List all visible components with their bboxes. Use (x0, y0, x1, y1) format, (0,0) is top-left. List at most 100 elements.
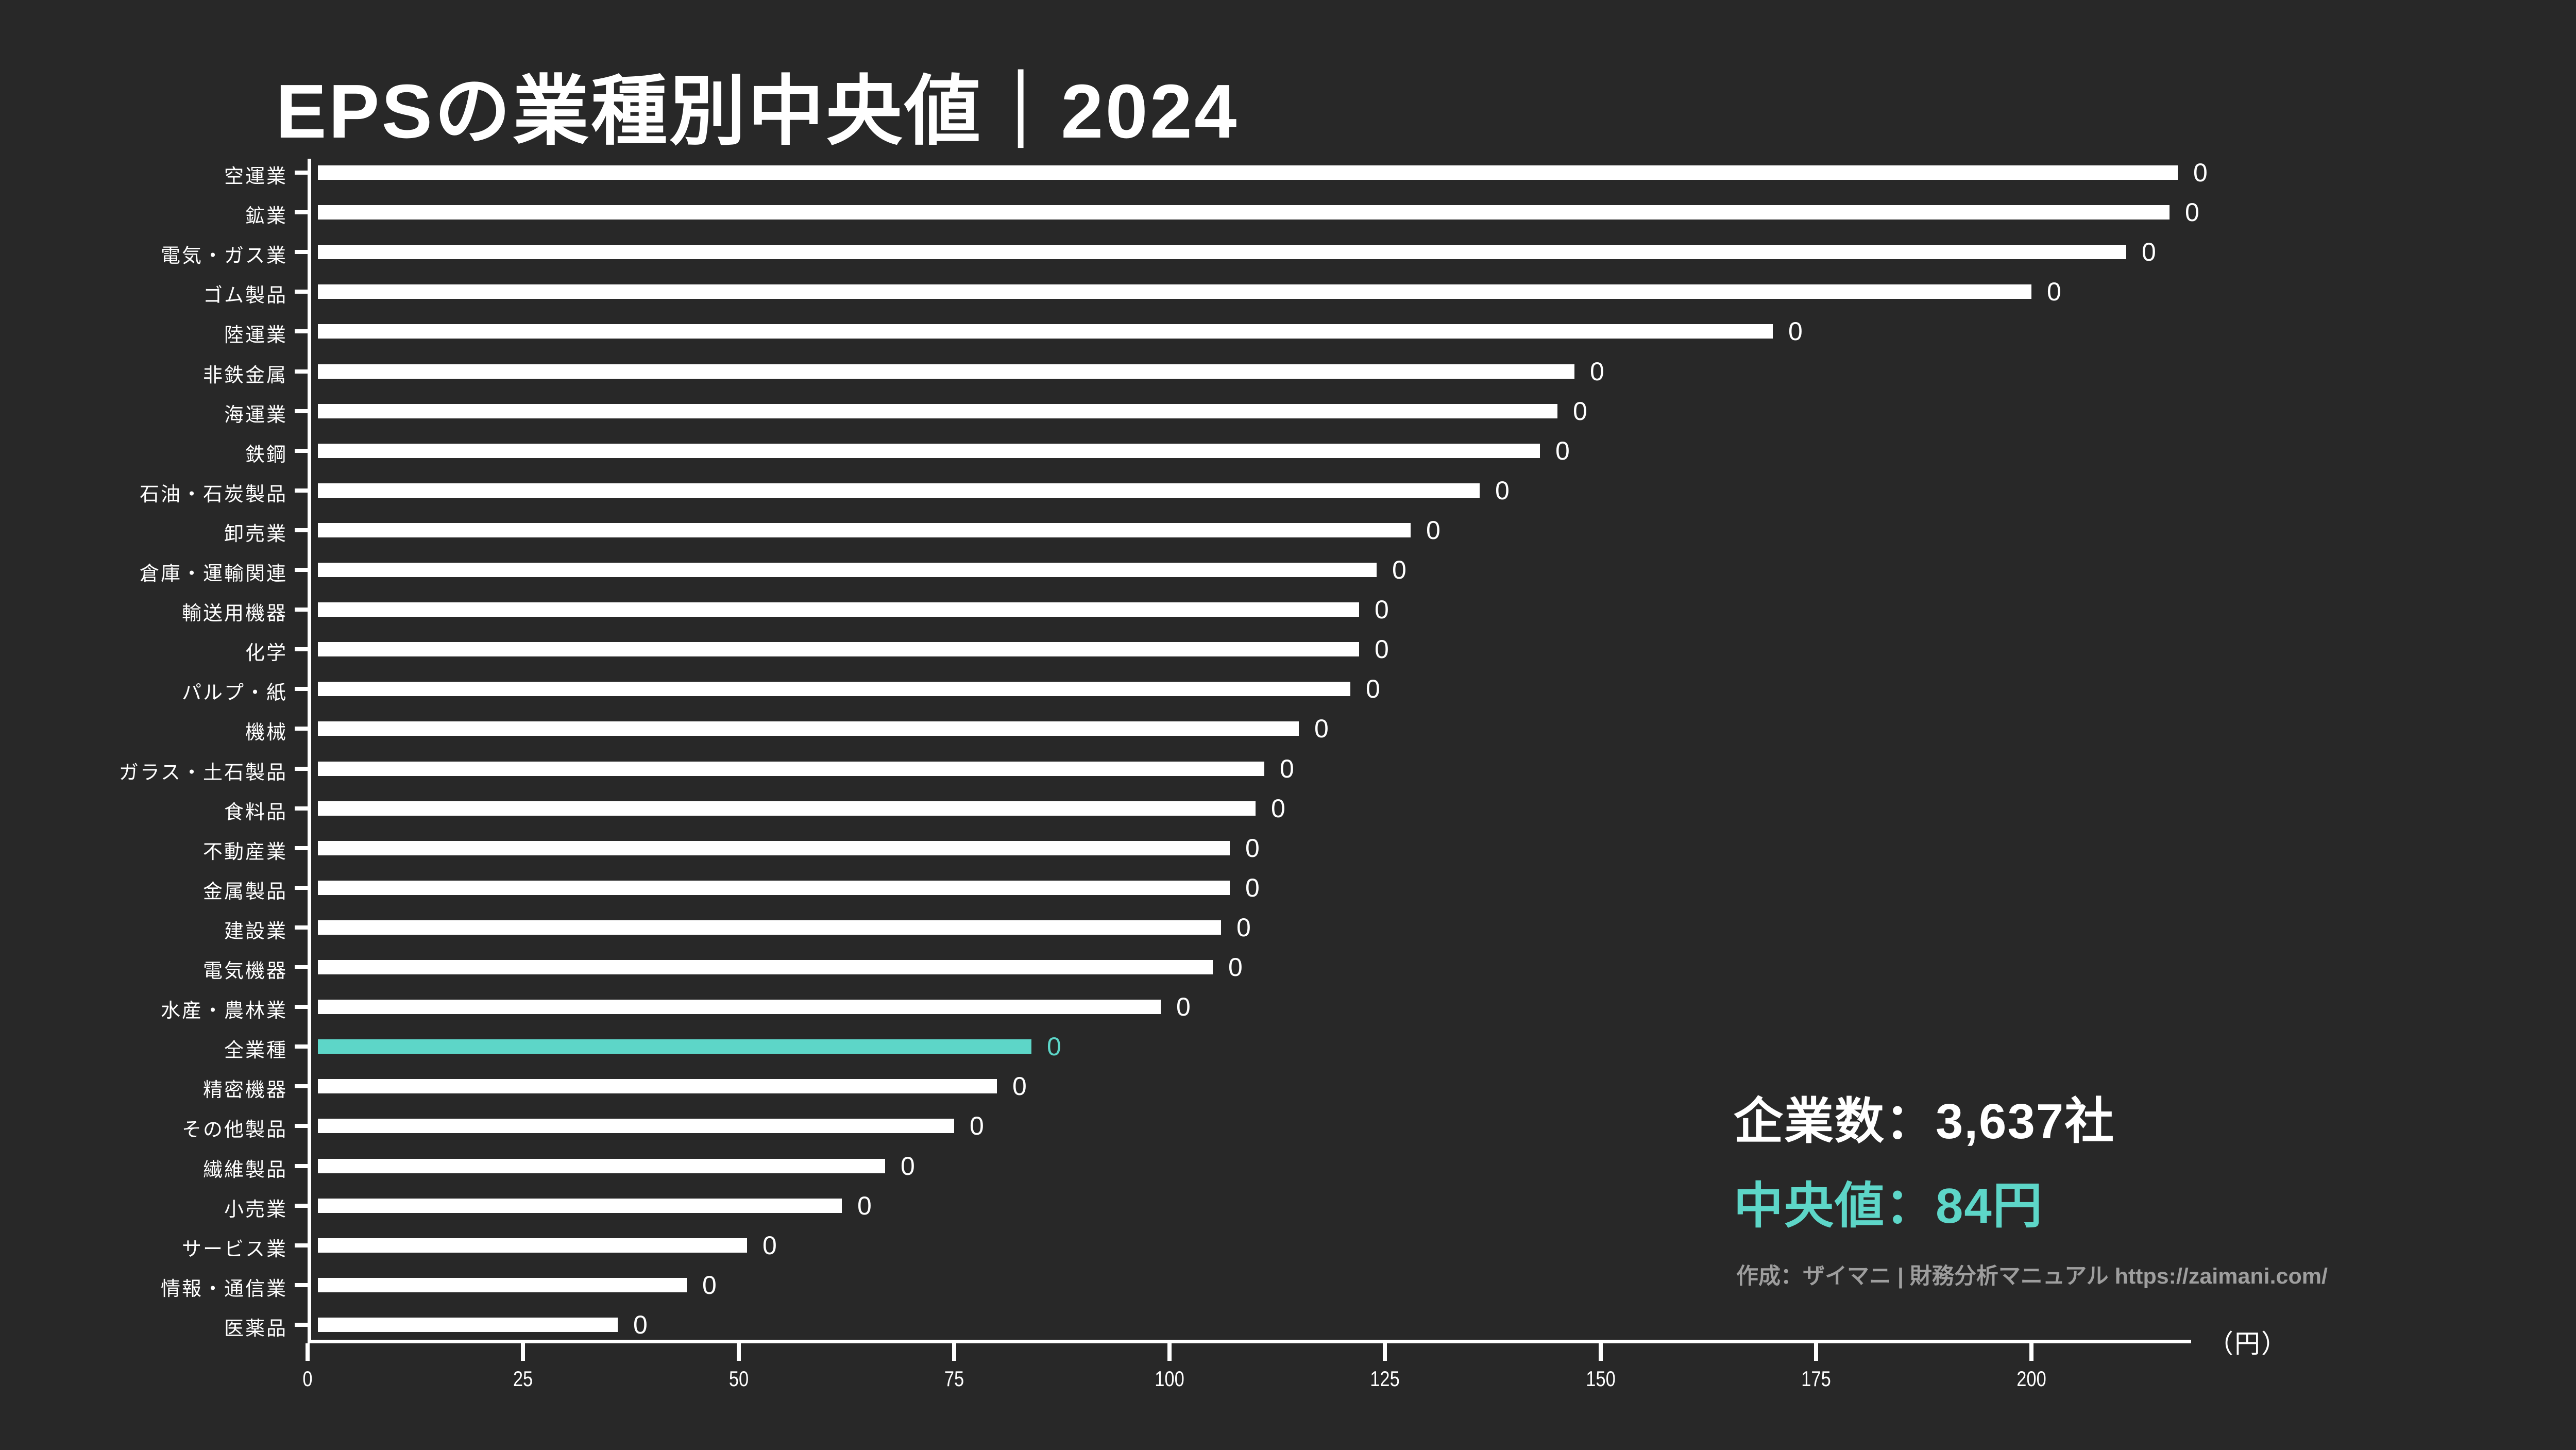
y-axis-tick (295, 806, 308, 811)
y-axis-tick (295, 290, 308, 294)
bar-value-label: 0 (901, 1151, 915, 1181)
x-axis-tick-label: 150 (1585, 1367, 1616, 1391)
bar-value-label: 0 (762, 1230, 777, 1260)
y-axis-tick (295, 925, 308, 930)
bar (318, 1079, 997, 1094)
bar (318, 324, 1773, 339)
bar-value-label: 0 (1366, 675, 1380, 704)
bar-value-label: 0 (1314, 714, 1329, 744)
category-label: 輸送用機器 (181, 603, 287, 625)
bar-value-label: 0 (1047, 1032, 1061, 1061)
category-label: 鉱業 (245, 206, 287, 228)
y-axis-tick (295, 1124, 308, 1128)
category-label: その他製品 (181, 1119, 287, 1141)
bar (318, 563, 1377, 577)
bar (318, 840, 1230, 855)
bar-value-label: 0 (1590, 357, 1604, 386)
category-label: 金属製品 (202, 881, 287, 903)
category-label: 全業種 (224, 1040, 287, 1062)
y-axis-tick (295, 608, 308, 612)
x-axis-tick-label: 75 (944, 1367, 964, 1391)
bar-value-label: 0 (1228, 953, 1243, 982)
y-axis-tick (295, 250, 308, 255)
bar (318, 642, 1359, 657)
bar (318, 602, 1359, 617)
x-axis-tick-label: 50 (728, 1367, 749, 1391)
bar (318, 1198, 842, 1213)
bar-value-label: 0 (702, 1270, 717, 1300)
category-label: 化学 (245, 643, 287, 665)
category-label: 機械 (245, 722, 287, 744)
bar (318, 403, 1557, 418)
category-label: 不動産業 (202, 841, 287, 863)
y-axis-tick (295, 846, 308, 850)
category-label: 水産・農林業 (160, 1000, 287, 1022)
bar-value-label: 0 (1392, 555, 1406, 584)
y-axis-tick (295, 1243, 308, 1247)
x-axis-tick (1383, 1343, 1387, 1361)
x-axis-tick-label: 100 (1155, 1367, 1184, 1391)
bar (318, 443, 1540, 458)
bar-value-label: 0 (1176, 992, 1191, 1022)
y-axis-tick (295, 488, 308, 493)
category-label: 繊維製品 (202, 1159, 287, 1181)
category-label: 海運業 (224, 404, 287, 426)
x-axis-tick (1814, 1343, 1818, 1361)
category-label: ガラス・土石製品 (118, 762, 287, 784)
bar (318, 880, 1230, 895)
bar-value-label: 0 (2193, 158, 2208, 187)
bar-value-label: 0 (1426, 515, 1440, 545)
bar (318, 920, 1221, 935)
category-label: 小売業 (224, 1199, 287, 1221)
bar (318, 761, 1264, 776)
y-axis-tick (295, 1164, 308, 1168)
bar-value-label: 0 (1012, 1072, 1027, 1101)
x-axis-tick-label: 25 (513, 1367, 533, 1391)
y-axis-tick (295, 568, 308, 572)
bar (318, 364, 1574, 379)
y-axis-tick (295, 210, 308, 215)
median-value-stat: 中央値：84円 (1734, 1178, 2043, 1234)
bar-value-label: 0 (970, 1111, 984, 1141)
bar (318, 522, 1411, 537)
y-axis-tick (295, 1084, 308, 1089)
category-label: ゴム製品 (202, 285, 287, 307)
x-axis-tick-label: 125 (1370, 1367, 1400, 1391)
y-axis-tick (295, 1283, 308, 1287)
x-axis-tick (306, 1343, 310, 1361)
bar-value-label: 0 (857, 1191, 872, 1220)
y-axis-tick (295, 1005, 308, 1009)
y-axis-tick (295, 727, 308, 731)
y-axis-tick (295, 329, 308, 334)
category-label: 空運業 (224, 166, 287, 188)
y-axis-tick (295, 647, 308, 652)
bar-value-label: 0 (2185, 198, 2199, 227)
category-label: 鉄鋼 (245, 444, 287, 466)
y-axis-line (308, 159, 311, 1343)
bar (318, 1158, 885, 1173)
category-label: パルプ・紙 (181, 682, 287, 704)
category-label: 卸売業 (224, 523, 287, 545)
bar-value-label: 0 (1280, 754, 1294, 783)
bar-value-label: 0 (1375, 635, 1389, 664)
y-axis-tick (295, 448, 308, 453)
y-axis-tick (295, 409, 308, 413)
y-axis-tick (295, 528, 308, 532)
y-axis-tick (295, 766, 308, 771)
bar-value-label: 0 (1495, 476, 1510, 505)
y-axis-tick (295, 369, 308, 374)
bar-value-label: 0 (2142, 238, 2156, 267)
category-label: 陸運業 (224, 325, 287, 347)
category-label: サービス業 (181, 1238, 287, 1260)
x-axis-unit-label: （円） (2208, 1329, 2288, 1358)
bar (318, 245, 2126, 260)
bar (318, 1000, 1161, 1015)
category-label: 電気機器 (202, 960, 287, 982)
x-axis-tick (736, 1343, 741, 1361)
bar (318, 682, 1350, 697)
x-axis-tick (1598, 1343, 1603, 1361)
category-label: 建設業 (224, 920, 287, 942)
bar (318, 1119, 954, 1134)
bar (318, 483, 1480, 498)
bar-value-label: 0 (633, 1310, 648, 1339)
